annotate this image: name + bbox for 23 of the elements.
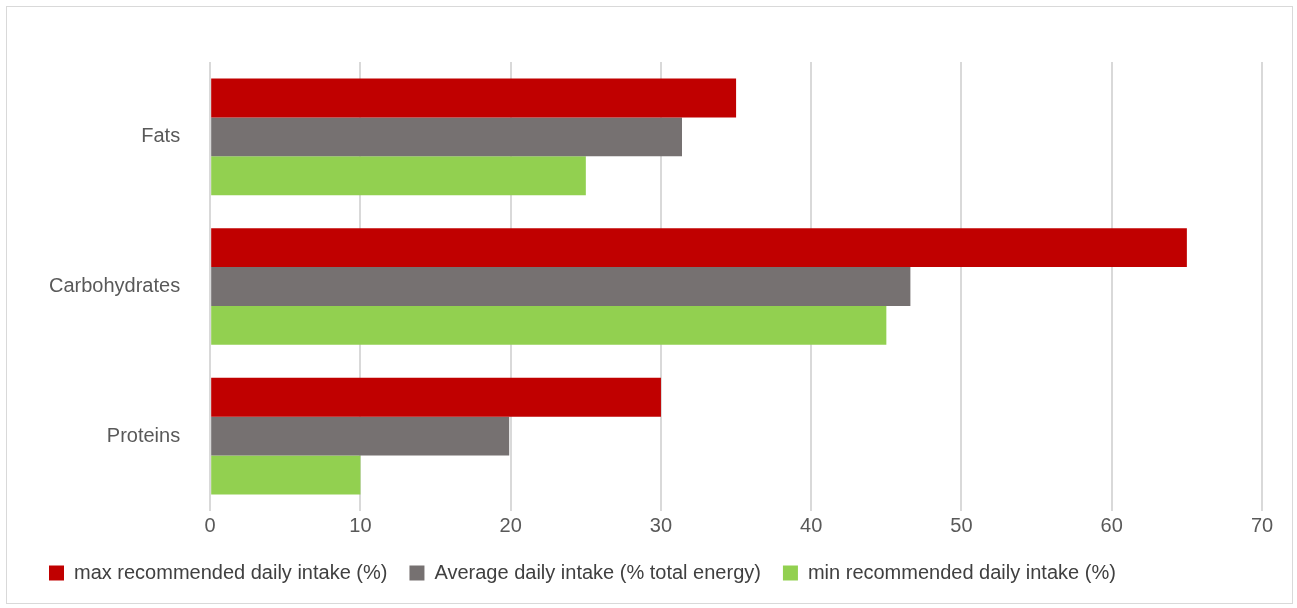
x-tick-label: 30 bbox=[649, 513, 673, 536]
bar bbox=[211, 228, 1187, 268]
legend-label: Average daily intake (% total energy) bbox=[434, 560, 761, 583]
x-tick-label: 20 bbox=[499, 513, 522, 536]
y-tick-label: Carbohydrates bbox=[48, 274, 181, 297]
x-tick-label: 50 bbox=[950, 513, 973, 536]
y-tick-label: Proteins bbox=[106, 423, 181, 446]
x-tick-label: 60 bbox=[1100, 513, 1123, 536]
x-tick-label: 40 bbox=[800, 513, 823, 536]
legend-label: max recommended daily intake (%) bbox=[74, 560, 388, 583]
x-tick-label: 70 bbox=[1250, 513, 1274, 536]
bar bbox=[211, 117, 682, 157]
bar bbox=[211, 377, 661, 417]
legend-label: min recommended daily intake (%) bbox=[807, 560, 1116, 583]
bar bbox=[211, 78, 737, 118]
y-tick-label: Fats bbox=[141, 124, 181, 147]
x-tick-label: 0 bbox=[204, 513, 216, 536]
x-tick-label: 10 bbox=[349, 513, 372, 536]
bar bbox=[211, 455, 361, 495]
bar bbox=[211, 305, 887, 345]
bar bbox=[211, 416, 510, 456]
bar bbox=[211, 267, 911, 306]
bar bbox=[211, 156, 586, 196]
